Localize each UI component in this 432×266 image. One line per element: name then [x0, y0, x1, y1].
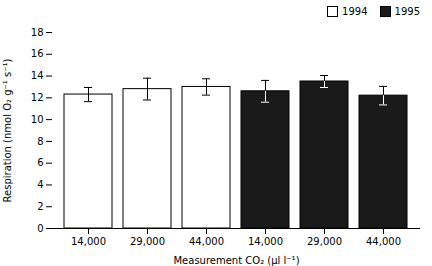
- svg-text:44,000: 44,000: [366, 236, 401, 247]
- svg-text:0: 0: [37, 223, 43, 234]
- svg-text:Respiration (nmol O₂ g⁻¹ s⁻¹): Respiration (nmol O₂ g⁻¹ s⁻¹): [2, 58, 13, 202]
- svg-text:44,000: 44,000: [189, 236, 224, 247]
- svg-text:Measurement CO₂ (µl l⁻¹): Measurement CO₂ (µl l⁻¹): [173, 255, 299, 266]
- svg-text:14: 14: [31, 70, 44, 81]
- svg-text:8: 8: [37, 136, 43, 147]
- svg-text:29,000: 29,000: [307, 236, 342, 247]
- svg-text:12: 12: [31, 92, 44, 103]
- svg-text:10: 10: [31, 114, 44, 125]
- svg-text:14,000: 14,000: [248, 236, 283, 247]
- html-text:1995: 1995: [394, 5, 420, 17]
- svg-text:18: 18: [31, 27, 44, 38]
- svg-text:4: 4: [37, 179, 43, 190]
- svg-text:14,000: 14,000: [71, 236, 106, 247]
- svg-text:29,000: 29,000: [130, 236, 165, 247]
- html-text:1994: 1994: [342, 5, 368, 17]
- svg-text:2: 2: [37, 201, 43, 212]
- svg-text:6: 6: [37, 157, 43, 168]
- svg-text:16: 16: [31, 48, 44, 59]
